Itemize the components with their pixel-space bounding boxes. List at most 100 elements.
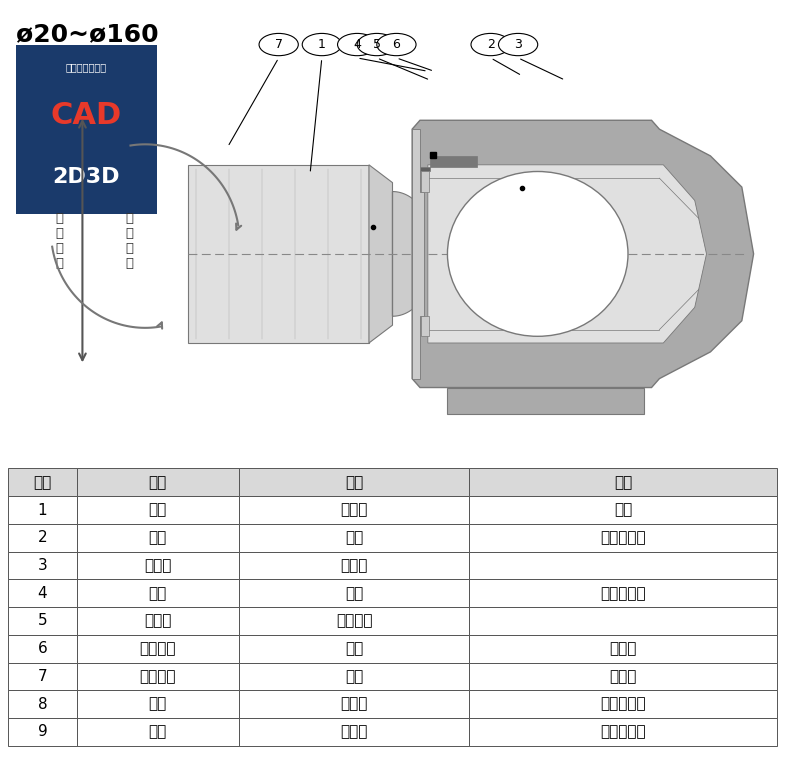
Text: 防尘罩: 防尘罩: [144, 614, 172, 628]
Bar: [239, 579, 469, 607]
Text: 钓酸閔: 钓酸閔: [610, 641, 637, 656]
Text: 螺柱: 螺柱: [148, 502, 167, 518]
Bar: [188, 165, 369, 343]
Text: 发黑: 发黑: [614, 502, 633, 518]
Text: 2: 2: [487, 38, 495, 51]
Bar: [8, 718, 77, 746]
Bar: [77, 718, 239, 746]
Bar: [77, 579, 239, 607]
Bar: [239, 524, 469, 551]
Text: 3: 3: [514, 38, 522, 51]
Polygon shape: [421, 316, 429, 336]
Bar: [239, 551, 469, 579]
Bar: [8, 635, 77, 663]
Text: 4: 4: [38, 586, 47, 601]
Text: 工业自动化专家: 工业自动化专家: [66, 62, 107, 72]
Text: 钓鑂钔: 钓鑂钔: [341, 502, 367, 518]
Bar: [469, 690, 777, 718]
Bar: [469, 718, 777, 746]
Bar: [430, 156, 477, 167]
Polygon shape: [421, 171, 429, 191]
Circle shape: [357, 33, 396, 56]
Bar: [239, 607, 469, 635]
Bar: [77, 524, 239, 551]
Text: 保持环: 保持环: [144, 558, 172, 573]
Bar: [8, 551, 77, 579]
Text: 紧定螺钉: 紧定螺钉: [140, 641, 176, 656]
Polygon shape: [412, 129, 424, 379]
Text: 2D3D: 2D3D: [53, 167, 120, 187]
Text: CAD: CAD: [51, 101, 122, 130]
Text: 球
面
摆
动: 球 面 摆 动: [126, 211, 133, 270]
Text: 1: 1: [38, 502, 47, 518]
Circle shape: [498, 33, 538, 56]
Text: 外壳: 外壳: [148, 530, 167, 545]
Bar: [239, 468, 469, 496]
Text: 材质: 材质: [345, 475, 363, 490]
Text: 黑色钓酸閔: 黑色钓酸閔: [601, 697, 646, 712]
Circle shape: [471, 33, 510, 56]
Text: 合成橡胶: 合成橡胶: [336, 614, 372, 628]
Text: 8: 8: [38, 697, 47, 712]
Text: 轨辗钔: 轨辗钔: [341, 724, 367, 740]
Text: 钓酸閔: 钓酸閔: [610, 669, 637, 684]
Text: 5: 5: [38, 614, 47, 628]
Text: 黑色钓酸閔: 黑色钓酸閔: [601, 724, 646, 740]
Text: 顶盖: 顶盖: [148, 586, 167, 601]
Bar: [239, 690, 469, 718]
Text: 6: 6: [392, 38, 400, 51]
Polygon shape: [369, 165, 392, 343]
Polygon shape: [420, 167, 430, 171]
Text: 5: 5: [373, 38, 381, 51]
Bar: [8, 579, 77, 607]
Polygon shape: [412, 121, 754, 388]
Text: 杆端螺母: 杆端螺母: [140, 669, 176, 684]
Ellipse shape: [447, 171, 628, 336]
Bar: [469, 635, 777, 663]
Bar: [8, 524, 77, 551]
Bar: [77, 635, 239, 663]
Text: 4: 4: [353, 38, 361, 51]
Bar: [469, 663, 777, 690]
Text: 偏
心
滑
动: 偏 心 滑 动: [55, 211, 63, 270]
Bar: [239, 663, 469, 690]
Text: 7: 7: [275, 38, 283, 51]
Circle shape: [259, 33, 298, 56]
Polygon shape: [428, 165, 706, 343]
Bar: [77, 690, 239, 718]
Bar: [8, 468, 77, 496]
Bar: [469, 551, 777, 579]
Text: 轨辗钔: 轨辗钔: [341, 697, 367, 712]
Bar: [8, 663, 77, 690]
Text: 钓鑂钔: 钓鑂钔: [341, 558, 367, 573]
Bar: [77, 663, 239, 690]
Bar: [77, 607, 239, 635]
Text: 6: 6: [38, 641, 47, 656]
Circle shape: [338, 33, 377, 56]
FancyBboxPatch shape: [16, 45, 157, 214]
Text: 序号: 序号: [33, 475, 52, 490]
Text: ø20~ø160: ø20~ø160: [16, 22, 159, 46]
Text: 碳钔: 碳钔: [345, 669, 363, 684]
Text: 9: 9: [38, 724, 47, 740]
Circle shape: [302, 33, 341, 56]
Bar: [469, 524, 777, 551]
Bar: [469, 496, 777, 524]
Text: 碳钔: 碳钔: [345, 586, 363, 601]
Bar: [239, 718, 469, 746]
Polygon shape: [392, 191, 436, 316]
Bar: [469, 579, 777, 607]
Polygon shape: [447, 388, 644, 414]
Text: 3: 3: [38, 558, 47, 573]
Bar: [8, 607, 77, 635]
Bar: [239, 496, 469, 524]
Bar: [469, 607, 777, 635]
Bar: [77, 551, 239, 579]
Text: 碳钔: 碳钔: [345, 641, 363, 656]
Bar: [77, 496, 239, 524]
Text: 2: 2: [38, 530, 47, 545]
Bar: [8, 690, 77, 718]
Bar: [8, 496, 77, 524]
Circle shape: [377, 33, 416, 56]
Text: 碳钔: 碳钔: [345, 530, 363, 545]
